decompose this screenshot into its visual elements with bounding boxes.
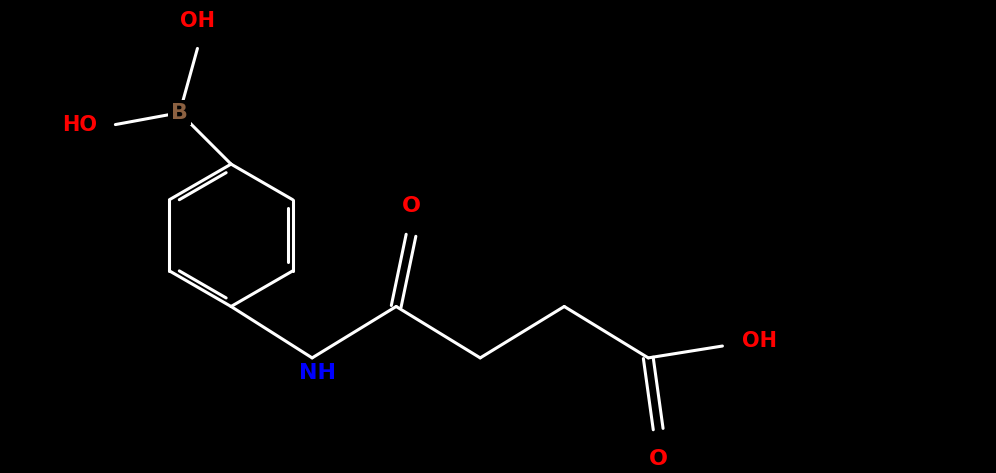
- Text: O: O: [648, 449, 667, 469]
- Text: NH: NH: [299, 363, 336, 383]
- Text: B: B: [171, 103, 188, 123]
- Text: HO: HO: [63, 114, 98, 135]
- Text: OH: OH: [742, 331, 777, 351]
- Text: OH: OH: [180, 11, 215, 31]
- Text: O: O: [401, 195, 420, 216]
